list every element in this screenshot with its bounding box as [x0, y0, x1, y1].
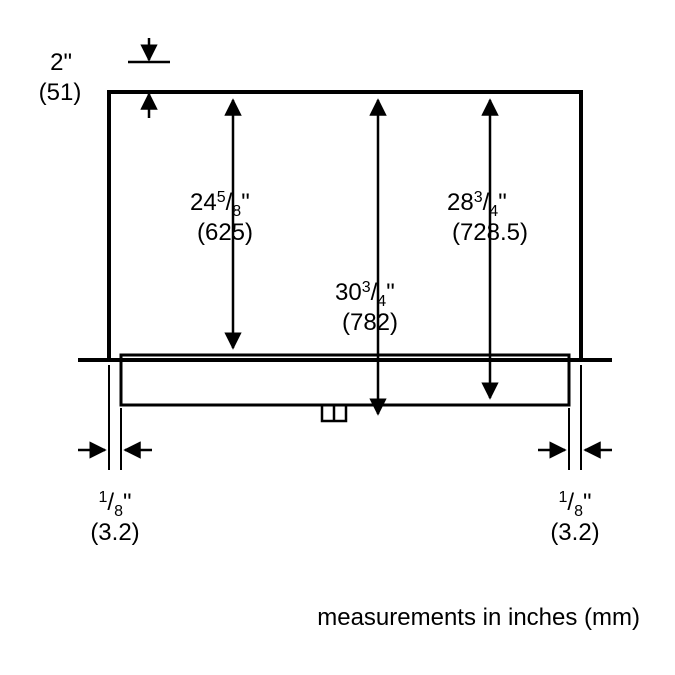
- top-gap-inches: 2: [50, 49, 63, 76]
- left-vert-mm: (625): [197, 219, 253, 246]
- right-vert-mm: (728.5): [452, 219, 528, 246]
- svg-text:245/8": 245/8": [190, 189, 250, 220]
- left-vert-whole: 24: [190, 189, 217, 216]
- right-vert-den: 4: [489, 203, 498, 220]
- left-vert-den: 8: [232, 203, 241, 220]
- bl-den: 8: [114, 503, 123, 520]
- dim-bottom-left: 1/8" (3.2): [78, 365, 152, 546]
- svg-text:303/4": 303/4": [335, 279, 395, 310]
- right-vert-num: 3: [474, 189, 483, 206]
- mid-vert-den: 4: [377, 293, 386, 310]
- right-vert-whole: 28: [447, 189, 474, 216]
- caption-text: measurements in inches (mm): [317, 604, 640, 631]
- br-mm: (3.2): [550, 519, 599, 546]
- dimension-diagram: 2" (51) 245/8" (625) 303/4" (782) 283/4"…: [0, 0, 675, 675]
- mid-vert-num: 3: [362, 279, 371, 296]
- svg-text:1/8": 1/8": [558, 489, 591, 520]
- inner-panel: [121, 355, 569, 405]
- dim-bottom-right: 1/8" (3.2): [538, 365, 612, 546]
- bl-num: 1: [98, 489, 107, 506]
- br-den: 8: [574, 503, 583, 520]
- svg-text:283/4": 283/4": [447, 189, 507, 220]
- left-vert-num: 5: [217, 189, 226, 206]
- dim-left-vertical: 245/8" (625): [190, 100, 253, 348]
- mid-vert-whole: 30: [335, 279, 362, 306]
- top-gap-mm: (51): [39, 79, 82, 106]
- svg-text:2": 2": [50, 49, 72, 76]
- dim-top-gap: 2" (51): [39, 38, 170, 118]
- dim-mid-vertical: 303/4" (782): [335, 100, 398, 414]
- svg-text:1/8": 1/8": [98, 489, 131, 520]
- bottom-notch: [322, 405, 346, 421]
- dim-right-vertical: 283/4" (728.5): [447, 100, 528, 398]
- br-num: 1: [558, 489, 567, 506]
- bl-mm: (3.2): [90, 519, 139, 546]
- mid-vert-mm: (782): [342, 309, 398, 336]
